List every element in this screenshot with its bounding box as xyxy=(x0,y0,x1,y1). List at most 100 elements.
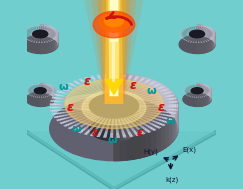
Polygon shape xyxy=(43,93,44,94)
Polygon shape xyxy=(193,26,194,27)
Polygon shape xyxy=(214,31,215,43)
Polygon shape xyxy=(188,26,189,27)
Polygon shape xyxy=(39,39,40,40)
Polygon shape xyxy=(27,28,29,29)
Polygon shape xyxy=(200,30,201,31)
Polygon shape xyxy=(115,123,117,124)
Polygon shape xyxy=(62,106,64,108)
Polygon shape xyxy=(137,82,140,83)
Polygon shape xyxy=(152,103,154,104)
Polygon shape xyxy=(153,118,156,119)
Polygon shape xyxy=(119,122,121,123)
Polygon shape xyxy=(126,82,128,84)
Polygon shape xyxy=(142,83,145,85)
Polygon shape xyxy=(92,132,96,133)
Polygon shape xyxy=(198,96,199,97)
Polygon shape xyxy=(56,30,57,42)
Polygon shape xyxy=(48,95,49,96)
Polygon shape xyxy=(104,134,107,135)
Polygon shape xyxy=(106,128,109,129)
Polygon shape xyxy=(122,133,125,135)
Polygon shape xyxy=(183,28,184,29)
Polygon shape xyxy=(195,42,197,43)
Polygon shape xyxy=(158,94,161,96)
Polygon shape xyxy=(75,102,77,103)
Polygon shape xyxy=(97,134,101,136)
Polygon shape xyxy=(32,30,33,31)
Polygon shape xyxy=(187,28,188,29)
Polygon shape xyxy=(46,26,48,27)
Polygon shape xyxy=(133,86,136,87)
Polygon shape xyxy=(55,35,56,36)
Polygon shape xyxy=(68,101,69,103)
Polygon shape xyxy=(190,39,191,40)
Polygon shape xyxy=(141,88,144,90)
Polygon shape xyxy=(142,127,145,128)
Polygon shape xyxy=(31,33,32,34)
Polygon shape xyxy=(209,30,210,31)
Polygon shape xyxy=(57,101,59,102)
Polygon shape xyxy=(68,93,70,95)
Polygon shape xyxy=(203,93,204,94)
Polygon shape xyxy=(199,38,200,39)
Polygon shape xyxy=(136,84,139,85)
Polygon shape xyxy=(190,86,191,87)
Polygon shape xyxy=(186,37,187,38)
Polygon shape xyxy=(135,114,138,115)
Polygon shape xyxy=(46,41,48,42)
Polygon shape xyxy=(173,109,175,111)
Polygon shape xyxy=(112,118,114,119)
Polygon shape xyxy=(185,39,186,40)
Polygon shape xyxy=(127,92,129,93)
Polygon shape xyxy=(201,37,202,38)
Polygon shape xyxy=(115,92,116,93)
Polygon shape xyxy=(205,40,206,41)
Polygon shape xyxy=(82,81,85,83)
Polygon shape xyxy=(89,82,92,83)
Polygon shape xyxy=(90,127,94,129)
Polygon shape xyxy=(183,29,184,30)
Polygon shape xyxy=(139,93,141,94)
Polygon shape xyxy=(110,135,113,136)
Polygon shape xyxy=(198,85,199,86)
Polygon shape xyxy=(36,30,37,31)
Polygon shape xyxy=(155,125,158,127)
Polygon shape xyxy=(45,38,47,39)
Polygon shape xyxy=(114,74,121,97)
Ellipse shape xyxy=(65,79,163,129)
Polygon shape xyxy=(81,110,83,111)
Polygon shape xyxy=(90,128,93,129)
Polygon shape xyxy=(92,118,94,119)
Polygon shape xyxy=(213,30,214,42)
Polygon shape xyxy=(123,88,125,89)
Polygon shape xyxy=(48,87,49,88)
Polygon shape xyxy=(90,82,93,84)
Polygon shape xyxy=(157,106,159,107)
Polygon shape xyxy=(161,114,163,115)
Polygon shape xyxy=(24,32,25,33)
Polygon shape xyxy=(202,38,203,39)
Polygon shape xyxy=(202,38,203,39)
Polygon shape xyxy=(88,103,90,104)
Polygon shape xyxy=(59,88,62,89)
Polygon shape xyxy=(201,30,202,31)
Polygon shape xyxy=(137,111,139,112)
Polygon shape xyxy=(50,107,52,108)
Polygon shape xyxy=(91,126,94,128)
Polygon shape xyxy=(188,90,189,91)
Polygon shape xyxy=(190,39,191,40)
Polygon shape xyxy=(83,124,86,125)
Polygon shape xyxy=(206,92,207,93)
Polygon shape xyxy=(141,112,144,113)
Polygon shape xyxy=(149,116,152,118)
Polygon shape xyxy=(134,112,137,113)
Polygon shape xyxy=(50,86,51,87)
Polygon shape xyxy=(29,27,30,28)
Polygon shape xyxy=(164,99,166,100)
Polygon shape xyxy=(131,88,134,89)
Polygon shape xyxy=(156,105,157,106)
Polygon shape xyxy=(200,40,201,41)
Polygon shape xyxy=(90,88,93,89)
Polygon shape xyxy=(31,26,32,27)
Polygon shape xyxy=(78,119,81,121)
